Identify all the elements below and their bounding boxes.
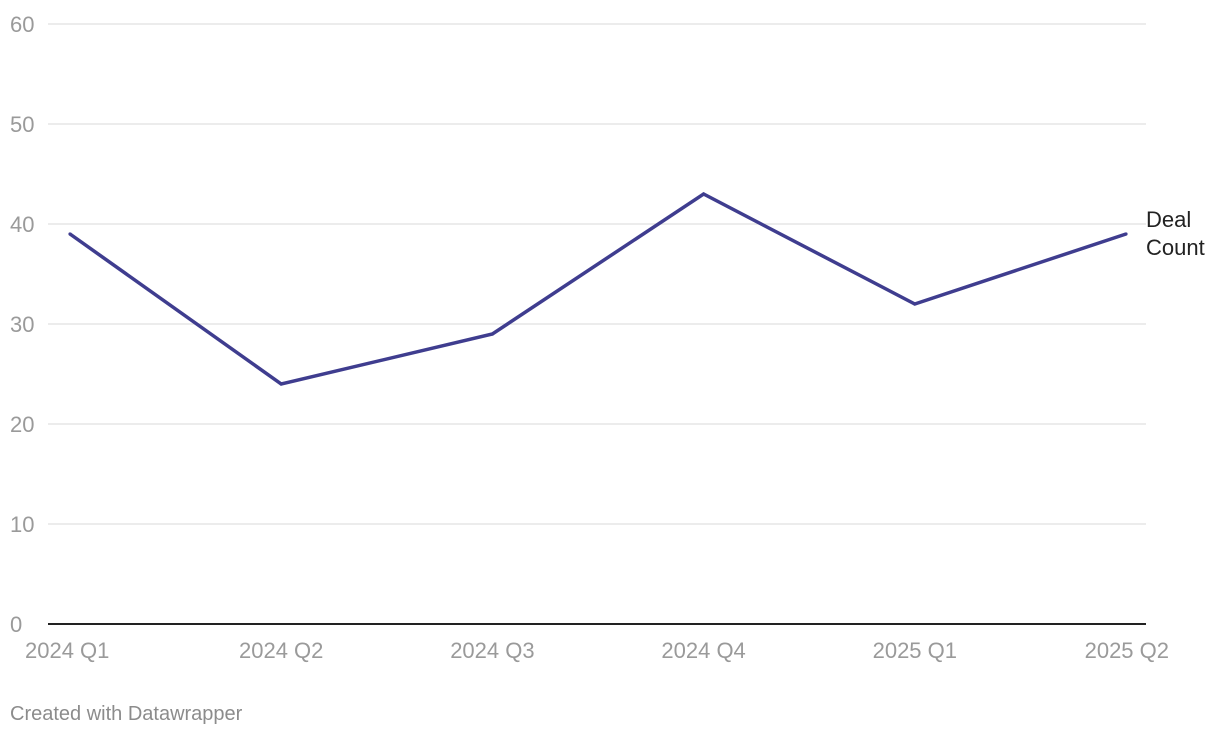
y-tick-label: 50 xyxy=(10,112,34,137)
credit-text: Created with Datawrapper xyxy=(10,703,243,725)
data-point xyxy=(702,192,706,196)
data-point xyxy=(490,332,494,336)
y-tick-label: 0 xyxy=(10,612,22,637)
data-point xyxy=(279,382,283,386)
x-tick-label: 2024 Q1 xyxy=(25,638,109,663)
x-tick-label: 2024 Q3 xyxy=(450,638,534,663)
y-axis-ticks: 0 10 20 30 40 50 60 xyxy=(10,12,34,637)
y-tick-label: 10 xyxy=(10,512,34,537)
data-point xyxy=(1124,232,1128,236)
series-line xyxy=(68,191,1127,386)
data-point xyxy=(913,302,917,306)
y-tick-label: 60 xyxy=(10,12,34,37)
y-tick-label: 20 xyxy=(10,412,34,437)
data-point xyxy=(68,232,72,236)
series-layer: Deal Count xyxy=(68,191,1205,386)
x-axis-ticks: 2024 Q1 2024 Q2 2024 Q3 2024 Q4 2025 Q1 2025 … xyxy=(25,638,1169,663)
gridlines xyxy=(48,23,1146,625)
x-tick-label: 2025 Q2 xyxy=(1085,638,1169,663)
y-tick-label: 30 xyxy=(10,312,34,337)
x-tick-label: 2024 Q4 xyxy=(661,638,745,663)
x-tick-label: 2025 Q1 xyxy=(873,638,957,663)
x-tick-label: 2024 Q2 xyxy=(239,638,323,663)
y-tick-label: 40 xyxy=(10,212,34,237)
series-label: Count xyxy=(1146,235,1205,260)
series-label: Deal xyxy=(1146,207,1191,232)
